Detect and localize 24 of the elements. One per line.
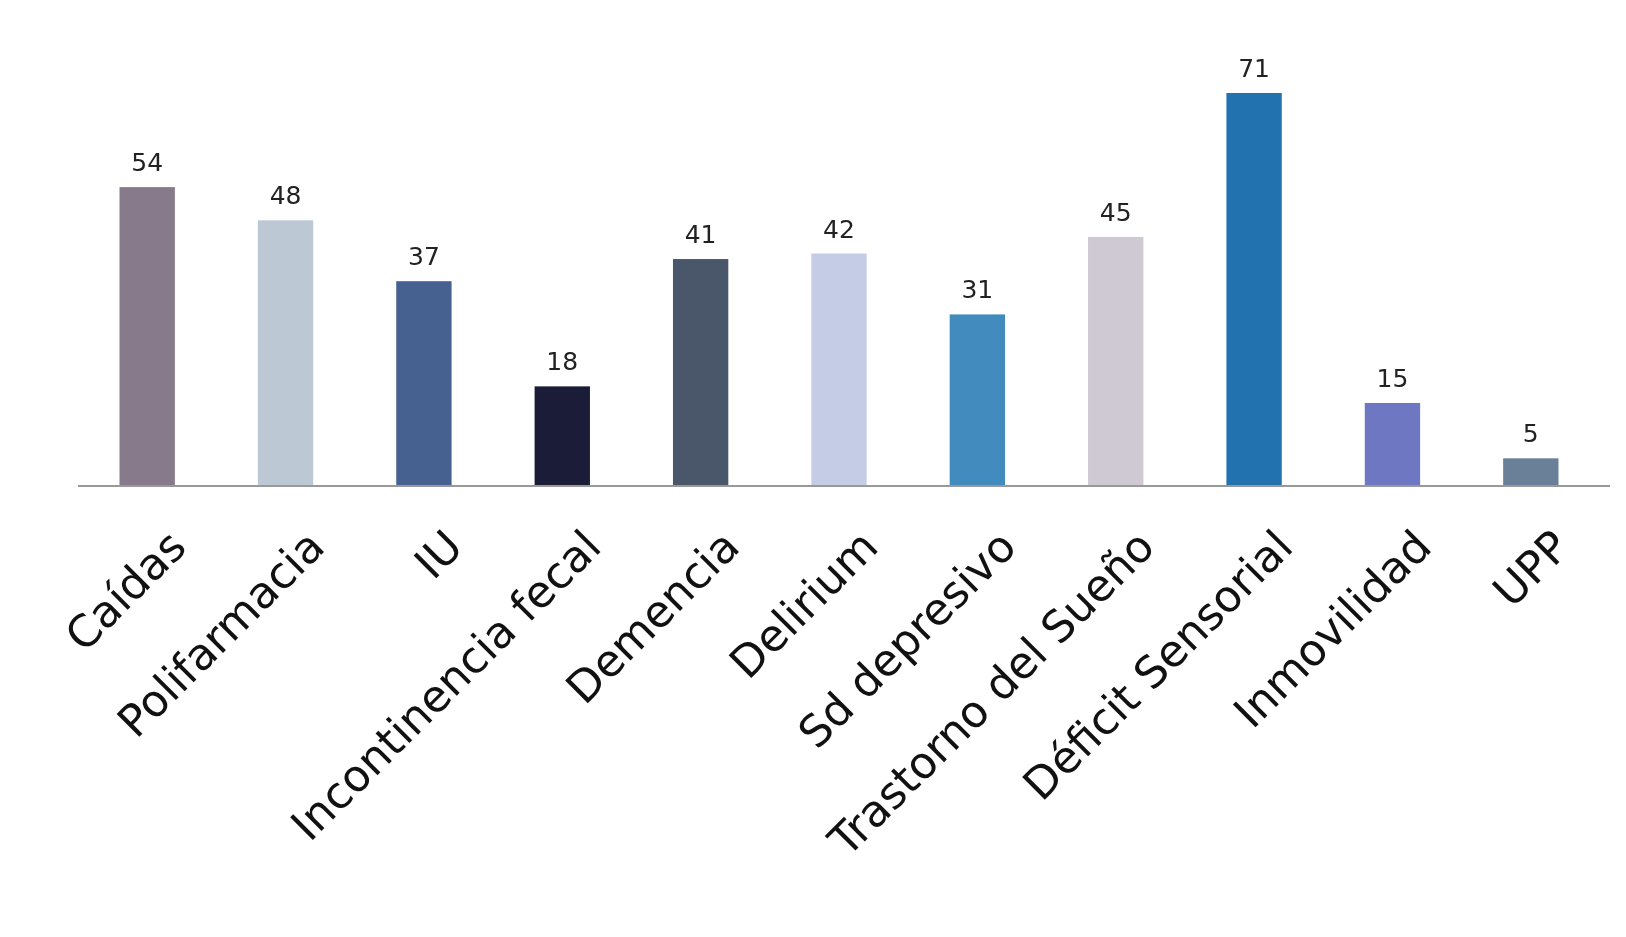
data-label: 71 [1238, 54, 1270, 83]
bar [257, 220, 314, 486]
data-label: 18 [546, 347, 579, 377]
bar [1226, 93, 1282, 486]
x-tick-label: UPP [1482, 520, 1580, 617]
data-label: 42 [823, 214, 855, 244]
bar [949, 314, 1006, 486]
bar [811, 253, 867, 486]
data-label: 5 [1522, 419, 1539, 449]
data-label: 54 [131, 148, 164, 178]
data-label: 31 [961, 275, 994, 305]
x-tick-label: IU [404, 520, 473, 589]
data-label: 37 [408, 242, 440, 272]
data-label: 45 [1099, 197, 1132, 227]
bar [119, 187, 175, 486]
bar [534, 386, 590, 486]
bar [1364, 402, 1421, 486]
data-label: 48 [269, 181, 302, 211]
bar [672, 259, 729, 486]
bar [396, 281, 452, 486]
bar [1503, 458, 1559, 486]
bar [1088, 236, 1144, 486]
data-label: 41 [684, 220, 717, 250]
data-label: 15 [1376, 363, 1409, 393]
